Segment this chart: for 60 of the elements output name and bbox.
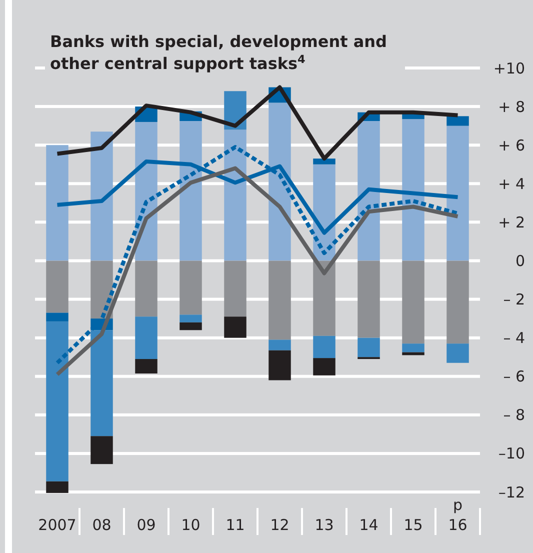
bar	[180, 322, 202, 330]
bar	[268, 350, 291, 380]
y-tick-label: + 6	[498, 136, 525, 154]
x-tick-label: 11	[226, 516, 245, 534]
bar	[46, 312, 68, 322]
text: p	[452, 496, 463, 514]
y-tick-label: –10	[498, 444, 525, 463]
bar	[180, 260, 202, 315]
line-series	[55, 85, 460, 161]
x-tick-label: 09	[136, 516, 156, 534]
bar	[313, 358, 336, 376]
y-tick-label: – 6	[503, 368, 525, 386]
y-tick-label: + 8	[498, 98, 525, 116]
bar	[402, 344, 424, 352]
bar	[46, 481, 68, 493]
bar	[268, 260, 291, 340]
y-tick-label: –12	[498, 483, 525, 502]
y-tick-label: 0	[515, 252, 525, 270]
bar	[46, 321, 68, 482]
bar	[135, 316, 158, 360]
bar	[224, 316, 246, 338]
bar	[358, 121, 380, 261]
chart-title: Banks with special, development and other central support tasks$^{4}$	[50, 32, 388, 73]
x-tick-label: 12	[270, 516, 290, 534]
y-tick-label: – 2	[503, 290, 525, 309]
x-tick-label: 13	[314, 516, 334, 534]
bar	[446, 260, 469, 344]
bar	[313, 158, 336, 164]
bar	[180, 121, 202, 261]
bar	[268, 340, 291, 350]
y-tick-label: +10	[493, 59, 525, 78]
bar	[358, 338, 380, 358]
bar	[446, 126, 469, 261]
bar	[135, 359, 158, 374]
x-tick-label: 10	[181, 516, 200, 534]
x-tick-label: 08	[92, 516, 112, 534]
bar	[224, 260, 246, 317]
x-tick-label: 2007	[38, 516, 76, 534]
y-tick-label: – 4	[503, 329, 525, 348]
bar	[224, 130, 246, 261]
bar	[90, 436, 113, 464]
bar	[180, 314, 202, 322]
y-tick-label: + 4	[498, 174, 525, 193]
bar	[90, 330, 113, 436]
y-tick-label: + 2	[498, 213, 525, 232]
x-tick-label: 16	[448, 516, 468, 534]
bar	[446, 116, 469, 126]
x-tick-label: 14	[359, 516, 378, 534]
bar	[46, 260, 68, 313]
x-tick-label: 15	[404, 516, 423, 534]
bar	[446, 344, 469, 363]
bar	[46, 145, 68, 261]
bar	[402, 119, 424, 261]
bar	[313, 260, 336, 336]
bar	[313, 336, 336, 358]
y-tick-label: – 8	[503, 406, 525, 424]
bar	[402, 260, 424, 344]
bar	[135, 260, 158, 317]
bar	[90, 132, 113, 261]
bar	[358, 260, 380, 338]
